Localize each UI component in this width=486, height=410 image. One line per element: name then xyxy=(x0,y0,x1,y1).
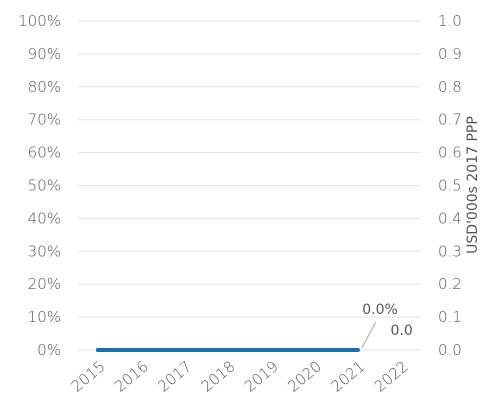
left-tick-label: 20% xyxy=(28,275,61,293)
annotation-percent-label: 0.0% xyxy=(362,302,398,318)
right-axis-title: USD'000s 2017 PPP xyxy=(465,116,481,254)
gridlines xyxy=(78,20,420,351)
annotations-group: 0.0% 0.0 xyxy=(361,302,413,349)
data-point xyxy=(225,348,230,352)
right-tick-label: 0.6 xyxy=(438,144,462,162)
right-tick-label: 1.0 xyxy=(438,12,462,30)
x-tick-label: 2019 xyxy=(241,357,282,395)
right-tick-label: 0.8 xyxy=(438,78,462,96)
right-tick-label: 0.7 xyxy=(438,111,462,129)
left-tick-label: 30% xyxy=(28,242,61,260)
data-point xyxy=(139,348,144,352)
data-point xyxy=(96,348,100,352)
left-tick-label: 90% xyxy=(28,45,61,63)
right-tick-label: 0.3 xyxy=(438,242,462,260)
x-tick-label: 2022 xyxy=(371,357,412,395)
left-axis-ticks: 0% 10% 20% 30% 40% 50% 60% 70% 80% 90% 100% xyxy=(18,12,61,359)
x-tick-label: 2015 xyxy=(68,357,109,395)
data-point xyxy=(182,348,187,352)
series-group xyxy=(96,348,360,352)
data-point xyxy=(312,348,317,352)
x-tick-label: 2018 xyxy=(198,357,239,395)
right-tick-label: 0.2 xyxy=(438,275,462,293)
left-tick-label: 10% xyxy=(28,308,61,326)
left-tick-label: 80% xyxy=(28,78,61,96)
x-tick-label: 2017 xyxy=(154,357,195,395)
x-tick-label: 2016 xyxy=(111,357,152,395)
data-point xyxy=(355,348,360,352)
data-point xyxy=(269,348,274,352)
x-tick-label: 2021 xyxy=(328,357,369,395)
left-tick-label: 100% xyxy=(18,12,61,30)
right-tick-label: 0.0 xyxy=(438,341,462,359)
left-tick-label: 40% xyxy=(28,209,61,227)
annotation-leader-line xyxy=(361,321,377,349)
left-tick-label: 60% xyxy=(28,144,61,162)
right-tick-label: 0.4 xyxy=(438,209,462,227)
right-tick-label: 0.9 xyxy=(438,45,462,63)
right-tick-label: 0.1 xyxy=(438,308,462,326)
annotation-value-label: 0.0 xyxy=(391,323,413,339)
right-tick-label: 0.5 xyxy=(438,177,462,195)
x-tick-label: 2020 xyxy=(284,357,325,395)
left-tick-label: 70% xyxy=(28,111,61,129)
left-tick-label: 0% xyxy=(37,341,61,359)
right-axis-ticks: 0.0 0.1 0.2 0.3 0.4 0.5 0.6 0.7 0.8 0.9 1.0 xyxy=(438,12,462,359)
left-tick-label: 50% xyxy=(28,177,61,195)
x-axis-ticks: 2015 2016 2017 2018 2019 2020 2021 2022 xyxy=(68,357,412,395)
